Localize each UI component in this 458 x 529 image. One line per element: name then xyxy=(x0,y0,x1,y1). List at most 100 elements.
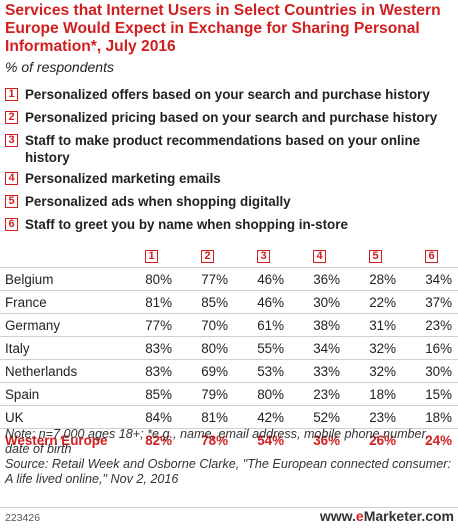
column-number-badge: 6 xyxy=(425,249,438,263)
legend-item-6: 6 Staff to greet you by name when shoppi… xyxy=(5,216,457,233)
table-cell: 24% xyxy=(425,432,452,448)
table-cell: 23% xyxy=(425,317,452,333)
table-cell: 16% xyxy=(425,340,452,356)
footnote: Note: n=7,000 ages 18+; *e.g., name, ema… xyxy=(5,427,455,487)
legend-label: Personalized marketing emails xyxy=(25,171,221,186)
column-number-badge: 2 xyxy=(201,249,214,263)
column-header-5: 5 xyxy=(344,249,400,263)
row-label: UK xyxy=(5,409,24,425)
table-cell: 32% xyxy=(369,340,396,356)
column-header-6: 6 xyxy=(400,249,456,263)
table-cell: 46% xyxy=(257,271,284,287)
table-row-uk: UK 84% 81% 42% 52% 23% 18% xyxy=(0,405,458,428)
row-label: Netherlands xyxy=(5,363,78,379)
table-cell: 31% xyxy=(369,317,396,333)
table-cell: 18% xyxy=(425,409,452,425)
legend-item-5: 5 Personalized ads when shopping digital… xyxy=(5,193,457,210)
table-cell: 46% xyxy=(257,294,284,310)
column-number-badge: 4 xyxy=(313,249,326,263)
table-cell: 15% xyxy=(425,386,452,402)
column-header-3: 3 xyxy=(232,249,288,263)
table-cell: 61% xyxy=(257,317,284,333)
footer-divider xyxy=(0,507,458,508)
legend-item-4: 4 Personalized marketing emails xyxy=(5,170,457,187)
table-cell: 18% xyxy=(369,386,396,402)
table-cell: 83% xyxy=(145,340,172,356)
legend-item-2: 2 Personalized pricing based on your sea… xyxy=(5,109,457,126)
table-cell: 37% xyxy=(425,294,452,310)
legend-label: Staff to make product recommendations ba… xyxy=(25,133,421,165)
column-number-badge: 5 xyxy=(369,249,382,263)
legend-item-1: 1 Personalized offers based on your sear… xyxy=(5,86,457,103)
table-cell: 81% xyxy=(145,294,172,310)
chart-subtitle: % of respondents xyxy=(5,59,114,75)
table-cell: 38% xyxy=(313,317,340,333)
row-label: Western Europe xyxy=(5,432,108,448)
table-cell: 34% xyxy=(313,340,340,356)
table-cell: 36% xyxy=(313,432,340,448)
table-cell: 77% xyxy=(145,317,172,333)
table-cell: 30% xyxy=(425,363,452,379)
table-row-italy: Italy 83% 80% 55% 34% 32% 16% xyxy=(0,336,458,359)
legend-label: Personalized ads when shopping digitally xyxy=(25,194,291,209)
legend-item-3: 3 Staff to make product recommendations … xyxy=(5,132,457,166)
table-cell: 26% xyxy=(369,432,396,448)
row-label: Germany xyxy=(5,317,61,333)
chart-title: Services that Internet Users in Select C… xyxy=(5,2,441,55)
table-cell: 80% xyxy=(145,271,172,287)
legend-number-badge: 6 xyxy=(5,218,18,231)
table-cell: 32% xyxy=(369,363,396,379)
source-text: Source: Retail Week and Osborne Clarke, … xyxy=(5,457,451,486)
chart-id: 223426 xyxy=(5,512,41,524)
column-header-1: 1 xyxy=(120,249,176,263)
table-cell: 36% xyxy=(313,271,340,287)
data-table: 1 2 3 4 5 6 Belgium 80% 77% 46% 36% 28% … xyxy=(0,245,458,451)
legend-label: Staff to greet you by name when shopping… xyxy=(25,217,348,232)
table-cell: 28% xyxy=(369,271,396,287)
brand-e: e xyxy=(355,508,364,524)
table-cell: 84% xyxy=(145,409,172,425)
brand-name: Marketer xyxy=(363,508,422,524)
row-label: Spain xyxy=(5,386,40,402)
table-cell: 34% xyxy=(425,271,452,287)
brand-suffix: .com xyxy=(421,508,454,524)
table-cell: 33% xyxy=(313,363,340,379)
row-label: Belgium xyxy=(5,271,54,287)
table-cell: 79% xyxy=(201,386,228,402)
table-cell: 70% xyxy=(201,317,228,333)
table-cell: 85% xyxy=(145,386,172,402)
column-header-2: 2 xyxy=(176,249,232,263)
table-cell: 23% xyxy=(369,409,396,425)
table-row-belgium: Belgium 80% 77% 46% 36% 28% 34% xyxy=(0,267,458,290)
table-cell: 30% xyxy=(313,294,340,310)
table-row-france: France 81% 85% 46% 30% 22% 37% xyxy=(0,290,458,313)
table-cell: 69% xyxy=(201,363,228,379)
table-cell: 53% xyxy=(257,363,284,379)
table-cell: 82% xyxy=(145,432,172,448)
row-label: Italy xyxy=(5,340,30,356)
table-header: 1 2 3 4 5 6 xyxy=(0,245,458,267)
legend-number-badge: 2 xyxy=(5,111,18,124)
table-cell: 78% xyxy=(201,432,228,448)
legend-number-badge: 4 xyxy=(5,172,18,185)
row-label: France xyxy=(5,294,47,310)
legend-label: Personalized pricing based on your searc… xyxy=(25,110,438,125)
legend-number-badge: 1 xyxy=(5,88,18,101)
brand-logo: www.eMarketer.com xyxy=(320,508,454,524)
table-cell: 55% xyxy=(257,340,284,356)
table-row-netherlands: Netherlands 83% 69% 53% 33% 32% 30% xyxy=(0,359,458,382)
table-cell: 81% xyxy=(201,409,228,425)
legend-label: Personalized offers based on your search… xyxy=(25,87,430,102)
column-header-4: 4 xyxy=(288,249,344,263)
column-number-badge: 3 xyxy=(257,249,270,263)
table-cell: 52% xyxy=(313,409,340,425)
table-cell: 85% xyxy=(201,294,228,310)
table-cell: 54% xyxy=(257,432,284,448)
table-cell: 23% xyxy=(313,386,340,402)
table-cell: 83% xyxy=(145,363,172,379)
table-row-germany: Germany 77% 70% 61% 38% 31% 23% xyxy=(0,313,458,336)
table-cell: 22% xyxy=(369,294,396,310)
legend-number-badge: 3 xyxy=(5,134,18,147)
table-cell: 80% xyxy=(201,340,228,356)
table-cell: 77% xyxy=(201,271,228,287)
